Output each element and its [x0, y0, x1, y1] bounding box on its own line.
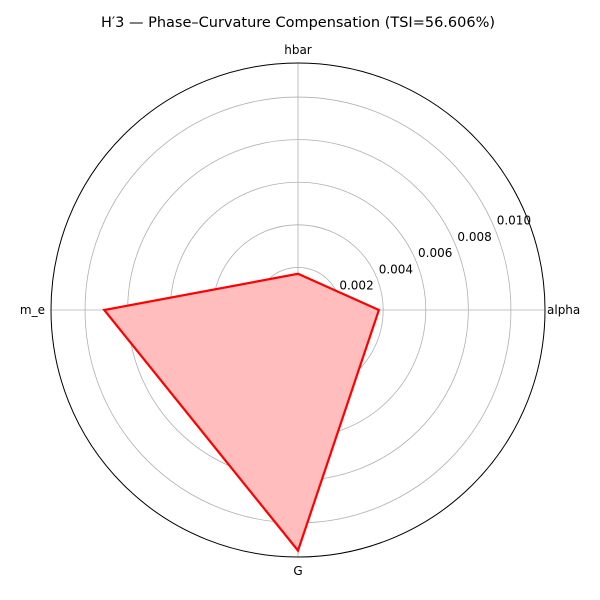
- axis-label-alpha: alpha: [547, 303, 580, 317]
- outer-frame: [50, 62, 546, 558]
- r-tick-label: 0.006: [418, 246, 452, 260]
- series-area: [104, 273, 379, 551]
- axis-label-m_e: m_e: [20, 303, 45, 317]
- axis-label-G: G: [293, 564, 302, 578]
- axis-label-hbar: hbar: [284, 43, 312, 57]
- label-layer: 0.002 0.004 0.006 0.008 0.010 alpha hbar m_e G: [20, 43, 580, 578]
- chart-title: H′3 — Phase–Curvature Compensation (TSI=…: [101, 15, 495, 31]
- r-tick-label: 0.002: [339, 279, 373, 293]
- r-tick-label: 0.004: [379, 262, 413, 276]
- r-tick-label: 0.010: [497, 214, 531, 228]
- r-tick-label: 0.008: [457, 230, 491, 244]
- series-layer: [102, 272, 381, 553]
